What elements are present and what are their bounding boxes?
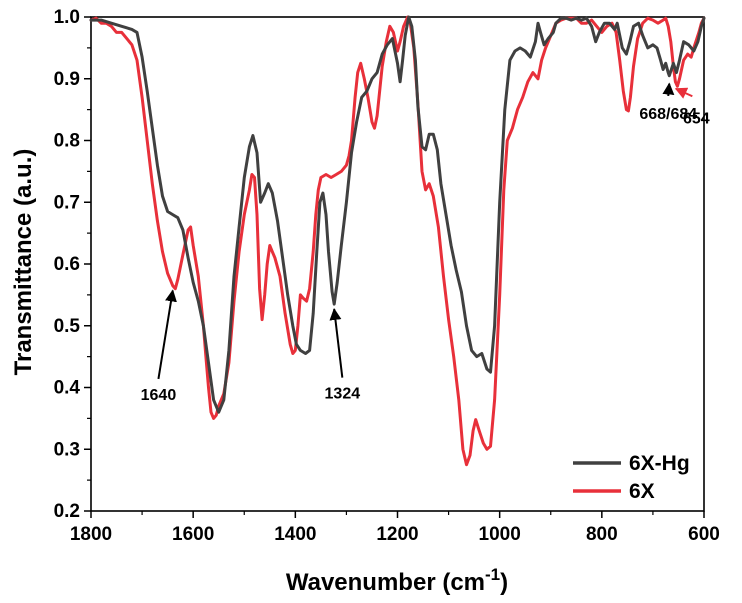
y-axis-title: Transmittance (a.u.) (10, 149, 37, 376)
y-tick-label: 0.9 (54, 69, 80, 90)
annotation-arrow-0 (157, 289, 177, 380)
x-axis-title: Wavenumber (cm-1) (286, 565, 508, 596)
annotation-arrow-1 (329, 307, 344, 378)
x-tick-label: 1400 (274, 524, 316, 545)
y-tick-label: 1.0 (54, 7, 80, 28)
series-line-1 (89, 15, 706, 467)
legend: 6X-Hg 6X (573, 452, 690, 503)
annotation-label-3: 654 (683, 110, 710, 127)
x-tick-label: 1200 (376, 524, 418, 545)
x-tick-label: 1800 (70, 524, 112, 545)
y-tick-label: 0.6 (54, 254, 80, 275)
plot-border (90, 16, 705, 512)
plot-frame (90, 16, 705, 512)
annotation-arrow-3 (674, 87, 693, 99)
x-tick-label: 1000 (479, 524, 521, 545)
x-axis-title-close: ) (500, 569, 508, 596)
y-tick-label: 0.2 (54, 501, 80, 522)
ticks-layer: 1800 1600 1400 1200 1000 800 600 0.2 0.3 0.4 0.5 0.… (54, 7, 720, 545)
x-axis-title-sup: -1 (485, 565, 500, 584)
x-tick-label: 600 (688, 524, 720, 545)
annotation-label-2: 668/684 (639, 106, 697, 123)
annotation-arrow-2 (662, 82, 675, 97)
legend-label-0: 6X-Hg (629, 452, 690, 475)
series-line-0 (89, 15, 706, 414)
y-tick-label: 0.8 (54, 131, 80, 152)
legend-label-1: 6X (629, 480, 655, 503)
x-axis-title-main: Wavenumber (cm (286, 569, 485, 596)
y-tick-label: 0.5 (54, 316, 81, 337)
x-tick-label: 800 (586, 524, 618, 545)
annotation-label-0: 1640 (141, 387, 177, 404)
y-tick-label: 0.4 (54, 378, 81, 399)
x-tick-label: 1600 (172, 524, 214, 545)
annotation-label-1: 1324 (325, 386, 361, 403)
series-layer (89, 15, 706, 467)
y-tick-label: 0.7 (54, 192, 80, 213)
y-tick-label: 0.3 (54, 439, 80, 460)
